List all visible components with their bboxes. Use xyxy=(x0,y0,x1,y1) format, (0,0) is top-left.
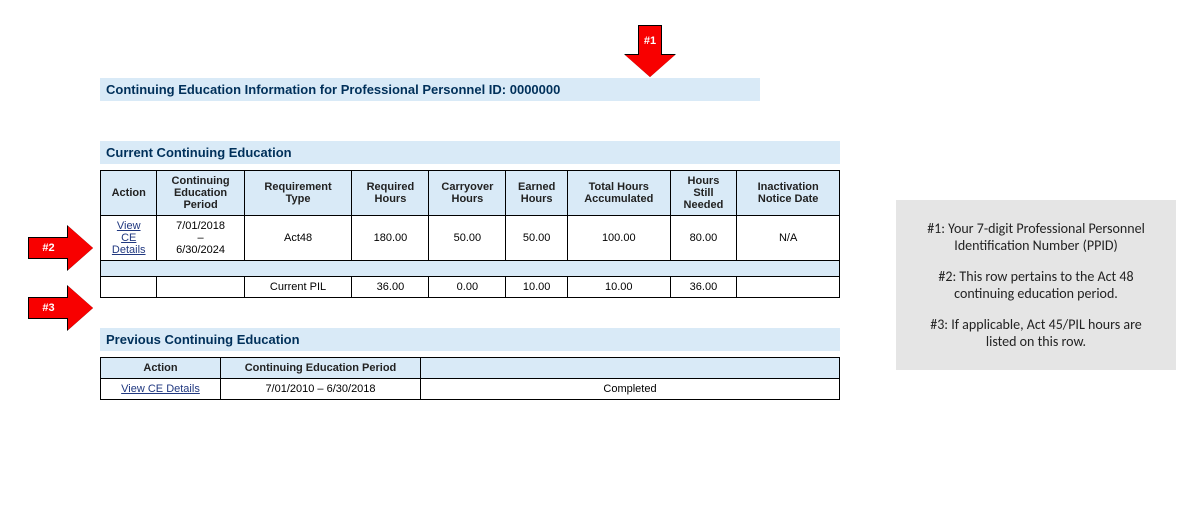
arrow-shaft: #3 xyxy=(28,297,68,319)
view-ce-details-cell: View CE Details xyxy=(101,379,221,400)
period-cell xyxy=(157,277,244,298)
reqhours-cell: 36.00 xyxy=(352,277,429,298)
col-period: Continuing Education Period xyxy=(157,171,244,216)
blank-cell xyxy=(101,261,840,277)
carry-cell: 50.00 xyxy=(429,216,506,261)
col-earned: Earned Hours xyxy=(506,171,568,216)
total-cell: 10.00 xyxy=(567,277,670,298)
col-status xyxy=(421,358,840,379)
table-header-row: Action Continuing Education Period xyxy=(101,358,840,379)
current-section-title: Current Continuing Education xyxy=(100,141,840,164)
col-inact: Inactivation Notice Date xyxy=(737,171,840,216)
reqtype-cell: Current PIL xyxy=(244,277,352,298)
col-action: Action xyxy=(101,358,221,379)
legend-item-3: #3: If applicable, Act 45/PIL hours are … xyxy=(914,316,1158,350)
table-blank-row xyxy=(101,261,840,277)
spacer xyxy=(100,121,858,141)
spacer xyxy=(100,298,858,328)
arrow-head xyxy=(625,55,675,77)
action-cell xyxy=(101,277,157,298)
col-period: Continuing Education Period xyxy=(221,358,421,379)
inact-cell xyxy=(737,277,840,298)
col-total: Total Hours Accumulated xyxy=(567,171,670,216)
arrow-head xyxy=(68,286,93,330)
status-cell: Completed xyxy=(421,379,840,400)
previous-ce-table: Action Continuing Education Period View … xyxy=(100,357,840,400)
legend-box: #1: Your 7-digit Professional Personnel … xyxy=(896,200,1176,370)
col-reqhours: Required Hours xyxy=(352,171,429,216)
annotation-arrow-1: #1 xyxy=(625,25,675,75)
total-cell: 100.00 xyxy=(567,216,670,261)
col-carry: Carryover Hours xyxy=(429,171,506,216)
arrow-shaft: #2 xyxy=(28,237,68,259)
previous-section-title: Previous Continuing Education xyxy=(100,328,840,351)
legend-item-2: #2: This row pertains to the Act 48 cont… xyxy=(914,268,1158,302)
table-row-act48: View CE Details 7/01/2018 – 6/30/2024 Ac… xyxy=(101,216,840,261)
annotation-arrow-2: #2 xyxy=(28,226,103,270)
reqhours-cell: 180.00 xyxy=(352,216,429,261)
arrow-head xyxy=(68,226,93,270)
carry-cell: 0.00 xyxy=(429,277,506,298)
view-ce-details-cell: View CE Details xyxy=(101,216,157,261)
earned-cell: 10.00 xyxy=(506,277,568,298)
period-start: 7/01/2018 xyxy=(176,220,225,232)
period-end: 6/30/2024 xyxy=(176,244,225,256)
annotation-arrow-3: #3 xyxy=(28,286,103,330)
arrow-shaft: #1 xyxy=(638,25,662,55)
col-reqtype: Requirement Type xyxy=(244,171,352,216)
legend-item-1: #1: Your 7-digit Professional Personnel … xyxy=(914,220,1158,254)
period-sep: – xyxy=(197,232,203,244)
page-title: Continuing Education Information for Pro… xyxy=(100,78,760,101)
link-line3: Details xyxy=(112,244,146,256)
link-line2: CE xyxy=(121,232,136,244)
table-row: View CE Details 7/01/2010 – 6/30/2018 Co… xyxy=(101,379,840,400)
earned-cell: 50.00 xyxy=(506,216,568,261)
col-action: Action xyxy=(101,171,157,216)
inact-cell: N/A xyxy=(737,216,840,261)
table-header-row: Action Continuing Education Period Requi… xyxy=(101,171,840,216)
reqtype-cell: Act48 xyxy=(244,216,352,261)
main-content: Continuing Education Information for Pro… xyxy=(100,78,858,400)
still-cell: 80.00 xyxy=(670,216,737,261)
view-ce-details-link[interactable]: View CE Details xyxy=(121,383,200,395)
table-row-pil: Current PIL 36.00 0.00 10.00 10.00 36.00 xyxy=(101,277,840,298)
col-still: Hours Still Needed xyxy=(670,171,737,216)
period-cell: 7/01/2010 – 6/30/2018 xyxy=(221,379,421,400)
period-cell: 7/01/2018 – 6/30/2024 xyxy=(157,216,244,261)
still-cell: 36.00 xyxy=(670,277,737,298)
current-ce-table: Action Continuing Education Period Requi… xyxy=(100,170,840,298)
link-line1: View xyxy=(117,220,141,232)
view-ce-details-link[interactable]: View CE Details xyxy=(107,220,150,256)
